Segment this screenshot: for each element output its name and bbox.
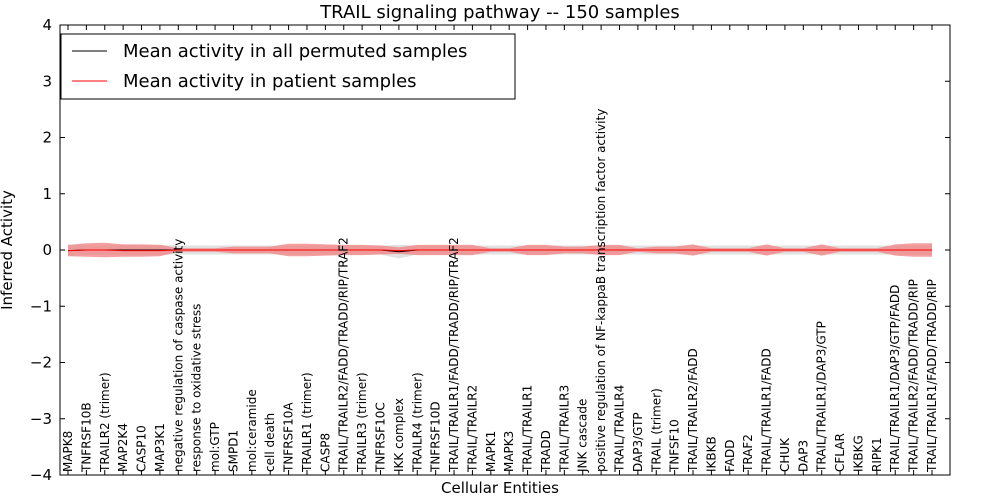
x-tick-label: CHUK [778, 437, 792, 472]
x-tick-label: TRAILR1 (trimer) [300, 372, 314, 473]
x-tick-label: TRAIL/TRAILR2/FADD [686, 348, 700, 473]
x-tick-label: TRAIL/TRAILR2/FADD/TRADD/RIP [907, 279, 921, 473]
y-tick-label: 2 [42, 129, 52, 147]
x-tick-label: JNK cascade [576, 399, 590, 473]
x-tick-label: TRAILR2 (trimer) [98, 372, 112, 473]
x-axis: MAPK8 TNFRSF10B TRAILR2 (trimer) MAP2K4 CASP… [61, 25, 939, 475]
x-tick-label: FADD [723, 440, 737, 473]
chart-title: TRAIL signaling pathway -- 150 samples [319, 2, 680, 23]
x-tick-label: CFLAR [833, 433, 847, 472]
x-tick-label: SMPD1 [226, 430, 240, 472]
x-tick-label: negative regulation of caspase activity [171, 239, 185, 472]
x-tick-label: TRADD [539, 430, 553, 473]
x-tick-label: TRAIL/TRAILR2/FADD/TRADD/RIP/TRAF2 [337, 237, 351, 473]
x-tick-label: TRAIL (trimer) [649, 388, 663, 473]
x-tick-label: TRAIL/TRAILR3 [557, 385, 571, 473]
y-tick-label: −2 [30, 354, 52, 372]
y-axis-label: Inferred Activity [0, 190, 16, 310]
y-tick-label: −3 [30, 410, 52, 428]
x-tick-label: TRAIL/TRAILR1/DAP3/GTP/FADD [888, 285, 902, 473]
x-tick-label: TNFRSF10D [429, 401, 443, 473]
x-tick-label: TRAILR3 (trimer) [355, 372, 369, 473]
x-tick-label: DAP3 [796, 440, 810, 472]
x-axis-label: Cellular Entities [441, 479, 559, 497]
y-tick-label: 3 [42, 72, 52, 90]
y-tick-label: 1 [42, 185, 52, 203]
x-tick-label: mol:GTP [208, 422, 222, 472]
x-tick-label: TNFSF10 [668, 419, 682, 473]
x-tick-label: MAPK3 [502, 431, 516, 472]
x-tick-label: TRAIL/TRAILR1 [521, 385, 535, 473]
y-tick-label: 4 [42, 16, 52, 34]
x-tick-label: TRAIL/TRAILR1/FADD/TRADD/RIP/TRAF2 [447, 237, 461, 473]
x-tick-label: positive regulation of NF-kappaB transcr… [594, 109, 608, 472]
x-tick-label: TNFRSF10A [282, 402, 296, 473]
x-tick-label: IKK complex [392, 398, 406, 472]
x-tick-label: TRAILR4 (trimer) [410, 372, 424, 473]
x-tick-label: TNFRSF10B [79, 402, 93, 473]
x-tick-label: IKBKB [704, 436, 718, 472]
legend-label: Mean activity in patient samples [123, 71, 417, 92]
x-tick-label: TNFRSF10C [374, 402, 388, 473]
x-tick-label: cell death [263, 413, 277, 472]
y-tick-label: 0 [42, 241, 52, 259]
y-tick-label: −1 [30, 297, 52, 315]
legend-box [60, 33, 516, 100]
series-lines [67, 249, 932, 253]
x-tick-label: RIPK1 [870, 437, 884, 472]
x-tick-label: MAPK1 [484, 431, 498, 472]
y-tick-label: −4 [30, 466, 52, 484]
x-tick-label: DAP3/GTP [631, 412, 645, 472]
x-tick-label: response to oxidative stress [190, 304, 204, 472]
x-tick-label: TRAIL/TRAILR4 [613, 385, 627, 473]
legend-label: Mean activity in all permuted samples [123, 41, 467, 62]
legend: Mean activity in all permuted samples Mea… [60, 33, 516, 100]
x-tick-label: IKBKG [852, 435, 866, 472]
x-tick-label: TRAF2 [741, 434, 755, 473]
x-tick-label: MAP2K4 [116, 423, 130, 472]
y-axis: −4 −3 −2 −1 0 1 2 3 4 [30, 16, 950, 484]
x-tick-label: MAP3K1 [153, 423, 167, 472]
x-tick-label: TRAIL/TRAILR1/DAP3/GTP [815, 321, 829, 473]
x-tick-label: CASP10 [135, 425, 149, 472]
x-tick-label: MAPK8 [61, 431, 75, 472]
line-patient [67, 249, 932, 252]
x-tick-label: TRAIL/TRAILR1/FADD/TRADD/RIP [925, 279, 939, 473]
x-tick-label: mol:ceramide [245, 389, 259, 472]
x-tick-label: TRAIL/TRAILR1/FADD [760, 348, 774, 473]
x-tick-label: CASP8 [318, 433, 332, 472]
x-tick-label: TRAIL/TRAILR2 [465, 385, 479, 473]
